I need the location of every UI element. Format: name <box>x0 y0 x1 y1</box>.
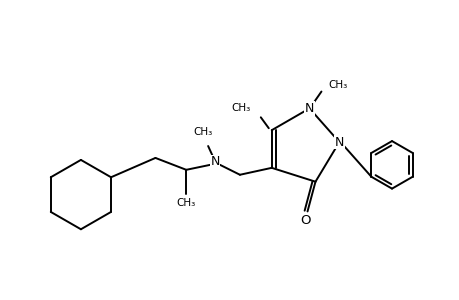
Text: O: O <box>300 214 310 227</box>
Text: CH₃: CH₃ <box>193 127 213 137</box>
Text: CH₃: CH₃ <box>176 197 196 208</box>
Text: CH₃: CH₃ <box>231 103 250 113</box>
Text: N: N <box>304 102 313 115</box>
Text: N: N <box>334 136 343 148</box>
Text: N: N <box>210 155 219 168</box>
Text: CH₃: CH₃ <box>328 80 347 90</box>
